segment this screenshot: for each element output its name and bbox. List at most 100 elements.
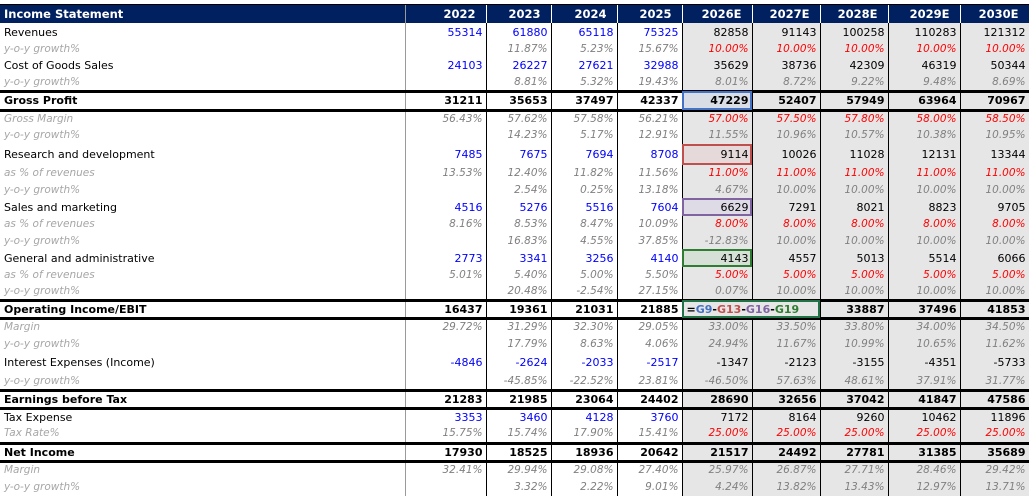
row-label[interactable]: Revenues [0,23,406,41]
cell-2025[interactable]: 27.15% [617,283,683,300]
cell-2025[interactable]: 12.91% [617,126,683,144]
row-label[interactable]: Operating Income/EBIT [0,298,406,320]
row-label[interactable]: y-o-y growth% [0,74,406,91]
cell-2027e[interactable]: 8.72% [752,74,821,91]
cell-2030e[interactable]: 13.71% [960,477,1029,496]
cell-2023[interactable]: 21985 [486,388,552,410]
cell-2026e[interactable]: 82858 [682,23,753,41]
cell-2027e[interactable]: 10.96% [752,126,821,144]
cell-2029e[interactable]: 41847 [888,388,961,410]
cell-2023[interactable]: 2.54% [486,181,552,198]
cell-2028e[interactable]: 57.80% [820,110,889,126]
row-label[interactable]: Research and development [0,144,406,165]
cell-2029e[interactable]: 10.00% [888,181,961,198]
cell-2029e[interactable]: 63964 [888,89,961,112]
cell-2024[interactable]: 17.90% [551,425,618,443]
cell-2025[interactable]: 10.09% [617,216,683,232]
cell-2026e[interactable]: -1347 [682,352,753,373]
cell-2026e[interactable]: 5.00% [682,267,753,283]
cell-2029e[interactable]: 10462 [888,408,961,425]
cell-2026e[interactable]: 25.00% [682,425,753,443]
cell-2030e[interactable]: 58.50% [960,110,1029,126]
cell-2025[interactable]: 19.43% [617,74,683,91]
cell-2022[interactable]: 4516 [405,198,487,216]
cell-2022[interactable]: 31211 [405,89,487,112]
cell-2028e[interactable]: 9.22% [820,74,889,91]
cell-2030e[interactable]: 10.00% [960,181,1029,198]
cell-2025[interactable]: 4.06% [617,335,683,352]
cell-2026e[interactable]: 33.00% [682,318,753,335]
row-label[interactable]: Sales and marketing [0,198,406,216]
cell-2030e[interactable]: 10.00% [960,232,1029,249]
cell-2028e[interactable]: 42309 [820,57,889,74]
cell-2022[interactable] [405,477,487,496]
cell-2029e[interactable]: 58.00% [888,110,961,126]
cell-2024[interactable]: -22.52% [551,373,618,390]
cell-2024[interactable]: 5.17% [551,126,618,144]
cell-2024[interactable]: -2.54% [551,283,618,300]
cell-2022[interactable] [405,335,487,352]
cell-2022[interactable]: 13.53% [405,165,487,181]
cell-2024[interactable]: 65118 [551,23,618,41]
cell-2028e[interactable]: 10.57% [820,126,889,144]
row-label[interactable]: as % of revenues [0,165,406,181]
column-header-2025[interactable]: 2025 [617,5,683,23]
cell-2026e[interactable]: 47229 [682,89,753,112]
cell-2025[interactable]: 13.18% [617,181,683,198]
cell-2029e[interactable]: 5514 [888,249,961,267]
cell-2025[interactable]: 75325 [617,23,683,41]
cell-2027e[interactable]: 11.67% [752,335,821,352]
cell-2027e[interactable]: 8164 [752,408,821,425]
cell-2023[interactable]: 8.53% [486,216,552,232]
cell-2030e[interactable]: 9705 [960,198,1029,216]
cell-2023[interactable]: 8.81% [486,74,552,91]
cell-2022[interactable]: 8.16% [405,216,487,232]
cell-2030e[interactable]: 11.62% [960,335,1029,352]
cell-2023[interactable]: -45.85% [486,373,552,390]
cell-2024[interactable]: 21031 [551,298,618,320]
cell-2026e[interactable]: 6629 [682,198,753,216]
cell-2024[interactable]: 37497 [551,89,618,112]
cell-2022[interactable] [405,283,487,300]
cell-2027e[interactable]: 10.00% [752,283,821,300]
cell-2026e[interactable]: 8.00% [682,216,753,232]
cell-2023[interactable]: 7675 [486,144,552,165]
cell-2029e[interactable]: 31385 [888,441,961,463]
cell-2029e[interactable]: 10.00% [888,232,961,249]
cell-2027e[interactable]: 33.50% [752,318,821,335]
cell-2026e[interactable]: 7172 [682,408,753,425]
row-label[interactable]: Earnings before Tax [0,388,406,410]
column-header-2023[interactable]: 2023 [486,5,552,23]
cell-2025[interactable]: 21885 [617,298,683,320]
cell-2027e[interactable]: 8.00% [752,216,821,232]
row-label[interactable]: as % of revenues [0,267,406,283]
cell-2029e[interactable]: 10.65% [888,335,961,352]
cell-2022[interactable]: 56.43% [405,110,487,126]
cell-2023[interactable]: 15.74% [486,425,552,443]
cell-2028e[interactable]: 33887 [820,298,889,320]
cell-2029e[interactable]: 110283 [888,23,961,41]
cell-2023[interactable]: -2624 [486,352,552,373]
cell-2030e[interactable]: 35689 [960,441,1029,463]
cell-2023[interactable]: 17.79% [486,335,552,352]
cell-2028e[interactable]: 8021 [820,198,889,216]
cell-2024[interactable]: -2033 [551,352,618,373]
cell-2028e[interactable]: 27781 [820,441,889,463]
cell-2025[interactable]: 3760 [617,408,683,425]
cell-2026e[interactable]: 57.00% [682,110,753,126]
cell-2028e[interactable]: 11028 [820,144,889,165]
row-label[interactable]: Margin [0,461,406,477]
cell-2024[interactable]: 8.63% [551,335,618,352]
cell-2027e[interactable]: 10.00% [752,232,821,249]
cell-2023[interactable]: 5.40% [486,267,552,283]
cell-2027e[interactable]: 11.00% [752,165,821,181]
cell-2022[interactable]: 21283 [405,388,487,410]
cell-2025[interactable]: 56.21% [617,110,683,126]
cell-2028e[interactable]: 10.00% [820,232,889,249]
cell-2029e[interactable]: 8.00% [888,216,961,232]
cell-2022[interactable] [405,126,487,144]
cell-2028e[interactable]: 5.00% [820,267,889,283]
cell-2025[interactable]: 4140 [617,249,683,267]
cell-2026e[interactable]: -12.83% [682,232,753,249]
cell-2022[interactable]: 15.75% [405,425,487,443]
